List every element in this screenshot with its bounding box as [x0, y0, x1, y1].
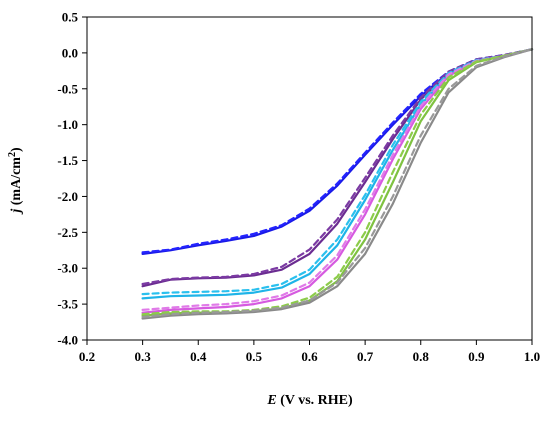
- series-line-3: [141, 48, 534, 288]
- y-tick-label-9: -3.5: [57, 297, 78, 312]
- x-tick-label-9: 1.0: [524, 349, 540, 364]
- x-tick-label-7: 0.8: [413, 349, 430, 364]
- x-tick-label-5: 0.6: [301, 349, 318, 364]
- series-layer: [141, 48, 534, 320]
- x-tick-label-4: 0.5: [246, 349, 263, 364]
- x-tick-label-1: 0.2: [79, 349, 95, 364]
- y-axis-title: j (mA/cm2): [7, 147, 25, 215]
- y-axis-unit: (mA/cm: [9, 157, 24, 209]
- x-axis-var: E: [266, 393, 276, 408]
- x-tick-label-3: 0.4: [190, 349, 207, 364]
- y-tick-label-4: -1.0: [57, 117, 78, 132]
- y-axis-var: j: [9, 209, 24, 215]
- y-tick-label-7: -2.5: [57, 225, 78, 240]
- y-tick-label-10: -4.0: [57, 333, 78, 348]
- y-axis-unit-sup: 2: [7, 152, 18, 157]
- y-tick-label-8: -3.0: [57, 261, 78, 276]
- series-line-11: [141, 48, 534, 320]
- y-tick-label-6: -2.0: [57, 189, 78, 204]
- series-line-6: [141, 48, 534, 296]
- series-line-8: [141, 48, 534, 311]
- y-tick-label-3: -0.5: [57, 81, 78, 96]
- y-tick-label-1: 0.5: [62, 10, 79, 25]
- y-tick-label-2: 0.0: [62, 45, 78, 60]
- x-tick-label-6: 0.7: [357, 349, 374, 364]
- series-line-12: [141, 48, 534, 319]
- series-line-10: [141, 48, 534, 316]
- y-axis-unit-end: ): [9, 147, 24, 152]
- x-tick-label-2: 0.3: [135, 349, 152, 364]
- y-tick-label-5: -1.5: [57, 153, 78, 168]
- x-axis-unit: (V vs. RHE): [277, 393, 353, 408]
- labels-layer: 0.2 0.3 0.4 0.5 0.6 0.7 0.8 0.9 1.0 0.5 0.0 -0.5 -1.…: [57, 10, 540, 365]
- series-line-7: [141, 48, 534, 314]
- axes-layer: [82, 16, 533, 345]
- series-line-4: [141, 48, 534, 286]
- x-axis-title: E (V vs. RHE): [266, 393, 353, 408]
- x-tick-label-8: 0.9: [468, 349, 485, 364]
